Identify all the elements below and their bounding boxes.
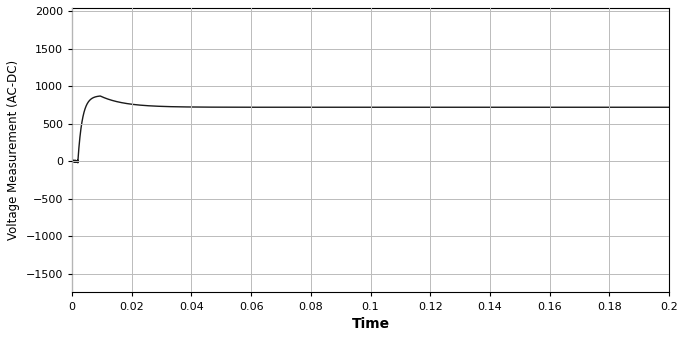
X-axis label: Time: Time <box>351 317 390 331</box>
Y-axis label: Voltage Measurement (AC-DC): Voltage Measurement (AC-DC) <box>7 60 20 240</box>
